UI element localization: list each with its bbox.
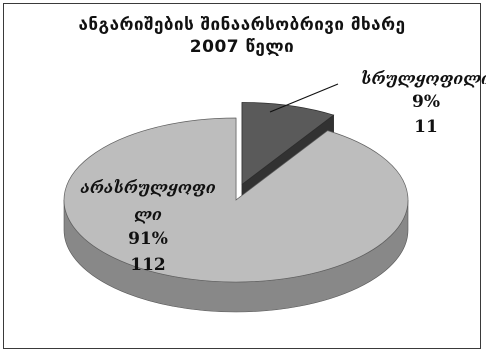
slice-complete — [241, 102, 335, 186]
chart-title: ანგარიშების შინაარსობრივი მხარე 2007 წელ… — [4, 14, 480, 58]
chart-title-line-2: 2007 წელი — [189, 37, 295, 57]
slice-value-incomplete: 112 — [130, 255, 166, 275]
slice-value-complete: 11 — [414, 117, 438, 137]
slice-label-complete: სრულყოფილი 9% 11 — [361, 69, 486, 137]
slice-name-incomplete-line-2: ლი — [134, 205, 162, 224]
slice-label-incomplete: არასრულყოფი ლი 91% 112 — [80, 178, 215, 275]
slice-leader-line — [269, 83, 339, 113]
slice-percent-complete: 9% — [412, 92, 440, 112]
pie-top-layer — [63, 102, 409, 283]
chart-title-line-1: ანგარიშების შინაარსობრივი მხარე — [78, 15, 406, 35]
slice-name-complete: სრულყოფილი — [361, 69, 486, 88]
slice-name-incomplete-line-1: არასრულყოფი — [80, 178, 215, 197]
slice-percent-incomplete: 91% — [128, 229, 168, 249]
slice-incomplete — [63, 117, 409, 283]
